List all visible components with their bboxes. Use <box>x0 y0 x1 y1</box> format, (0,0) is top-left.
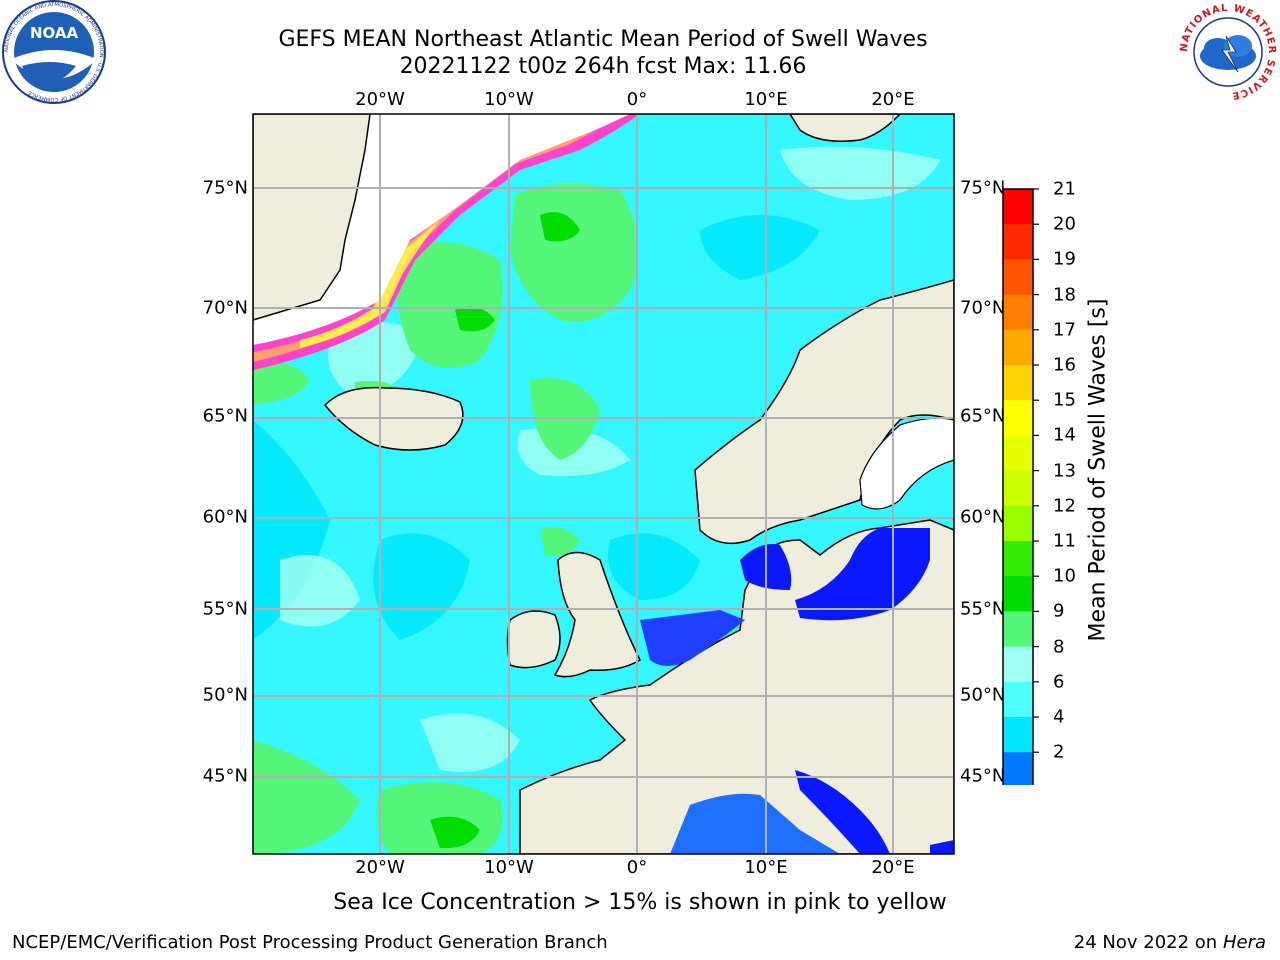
colorbar-swatch <box>1003 189 1033 225</box>
colorbar-tick-label: 8 <box>1053 636 1065 658</box>
colorbar-tick-label: 21 <box>1053 178 1076 200</box>
lon-label-top: 10°W <box>484 89 534 110</box>
map-gridlines <box>253 114 954 854</box>
colorbar-tick-label: 2 <box>1053 741 1065 763</box>
greenland-land <box>253 114 371 321</box>
lat-label-left: 75°N <box>202 177 248 199</box>
north-sea-swell <box>640 610 745 666</box>
colorbar-swatch <box>1003 259 1033 296</box>
colorbar-swatch <box>1003 717 1033 753</box>
ireland-land <box>506 610 561 669</box>
lat-label-right: 50°N <box>960 684 1006 706</box>
lat-label-left: 45°N <box>202 765 248 787</box>
colorbar-tick-label: 4 <box>1053 706 1065 728</box>
colorbar-tick-label: 12 <box>1053 495 1076 517</box>
lon-label-bottom: 20°W <box>355 857 405 878</box>
lat-label-left: 55°N <box>202 598 248 620</box>
colorbar-swatch <box>1003 365 1033 401</box>
swell-10-11s-areas <box>430 212 580 849</box>
noaa-logo: NOAA NATIONAL OCEANIC AND ATMOSPHERIC AD… <box>0 0 108 108</box>
colorbar-swatch <box>1003 752 1033 785</box>
colorbar-tick-label: 17 <box>1053 319 1076 341</box>
colorbar-tick-label: 15 <box>1053 389 1076 411</box>
colorbar-swatch <box>1003 400 1033 436</box>
nws-logo: NATIONAL WEATHER SERVICE <box>1178 2 1278 106</box>
lat-label-right: 75°N <box>960 177 1006 199</box>
svalbard-land <box>789 114 902 142</box>
footer-host: Hera <box>1222 932 1266 953</box>
lat-label-right: 45°N <box>960 765 1006 787</box>
colorbar-swatch <box>1003 470 1033 507</box>
noaa-logo-text: NOAA <box>30 24 79 42</box>
lat-label-left: 70°N <box>202 297 248 319</box>
colorbar <box>1002 188 1039 785</box>
med-swell <box>670 793 840 854</box>
colorbar-tick-label: 19 <box>1053 248 1076 270</box>
colorbar-swatch <box>1003 329 1033 366</box>
lat-label-left: 60°N <box>202 506 248 528</box>
lat-label-right: 55°N <box>960 598 1006 620</box>
lon-label-top: 20°E <box>871 89 915 110</box>
lon-label-top: 10°E <box>744 89 788 110</box>
map-frame <box>252 113 955 855</box>
colorbar-tick-label: 14 <box>1053 424 1076 446</box>
baltic-swell <box>795 528 930 621</box>
lat-label-left: 50°N <box>202 684 248 706</box>
footer-credit: NCEP/EMC/Verification Post Processing Pr… <box>12 932 608 953</box>
lon-label-top: 20°W <box>355 89 405 110</box>
lat-label-right: 60°N <box>960 506 1006 528</box>
colorbar-tick-label: 6 <box>1053 671 1065 693</box>
colorbar-label: Mean Period of Swell Waves [s] <box>1085 298 1111 642</box>
colorbar-swatch <box>1003 681 1033 718</box>
great-britain-land <box>553 551 641 678</box>
colorbar-tick-label: 9 <box>1053 600 1065 622</box>
swell-4-6s-areas <box>253 215 820 640</box>
colorbar-tick-label: 11 <box>1053 530 1076 552</box>
colorbar-swatch <box>1003 646 1033 683</box>
colorbar-swatch <box>1003 611 1033 648</box>
lat-label-right: 65°N <box>960 405 1006 427</box>
colorbar-tick-label: 10 <box>1053 565 1076 587</box>
lon-label-bottom: 0° <box>626 857 648 878</box>
colorbar-tick-label: 13 <box>1053 460 1076 482</box>
colorbar-tick-label: 18 <box>1053 284 1076 306</box>
bothnia-ice <box>859 417 954 510</box>
lat-label-right: 70°N <box>960 297 1006 319</box>
colorbar-swatch <box>1003 294 1033 331</box>
colorbar-swatch <box>1003 224 1033 260</box>
lat-label-left: 65°N <box>202 405 248 427</box>
adriatic-swell <box>795 770 890 854</box>
footer-date: 24 Nov 2022 on Hera <box>1073 932 1266 953</box>
colorbar-swatch <box>1003 541 1033 577</box>
colorbar-swatch <box>1003 505 1033 542</box>
chart-title: GEFS MEAN Northeast Atlantic Mean Period… <box>278 27 928 52</box>
lon-label-bottom: 20°E <box>871 857 915 878</box>
lon-label-bottom: 10°W <box>484 857 534 878</box>
sea-ice-caption: Sea Ice Concentration > 15% is shown in … <box>333 890 947 915</box>
lon-label-bottom: 10°E <box>744 857 788 878</box>
colorbar-swatch <box>1003 435 1033 472</box>
lon-label-top: 0° <box>626 89 648 110</box>
colorbar-swatch <box>1003 576 1033 612</box>
colorbar-tick-label: 16 <box>1053 354 1076 376</box>
europe-land <box>519 279 954 854</box>
chart-subtitle: 20221122 t00z 264h fcst Max: 11.66 <box>399 54 807 79</box>
colorbar-tick-label: 20 <box>1053 213 1076 235</box>
